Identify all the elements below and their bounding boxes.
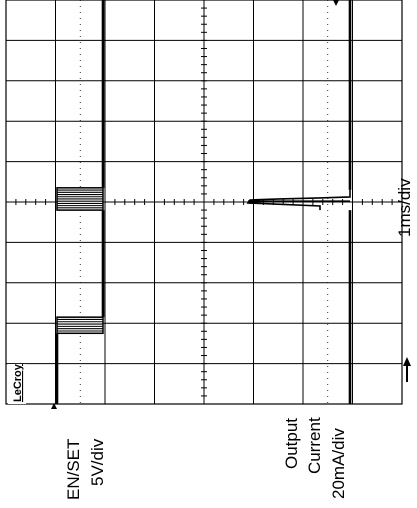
ch1-scale-label: 5V/div: [88, 438, 107, 486]
ch1-name-label: EN/SET: [64, 439, 83, 500]
ch2-name-line2: Current: [305, 417, 324, 474]
brand-label: LeCroy: [12, 363, 24, 402]
time-scale-label: 1ms/div: [395, 178, 414, 237]
ch2-name-line1: Output: [282, 418, 301, 469]
ch2-scale-label: 20mA/div: [329, 428, 348, 499]
brand-logo: LeCroy: [8, 363, 26, 404]
channel-markers: [51, 0, 411, 409]
ch2-trace-transient: [246, 189, 351, 211]
scope-traces: [55, 0, 352, 404]
ch1-reference-marker: [51, 403, 57, 409]
trigger-marker: [403, 357, 411, 366]
ch2-reference-marker: [333, 0, 339, 6]
